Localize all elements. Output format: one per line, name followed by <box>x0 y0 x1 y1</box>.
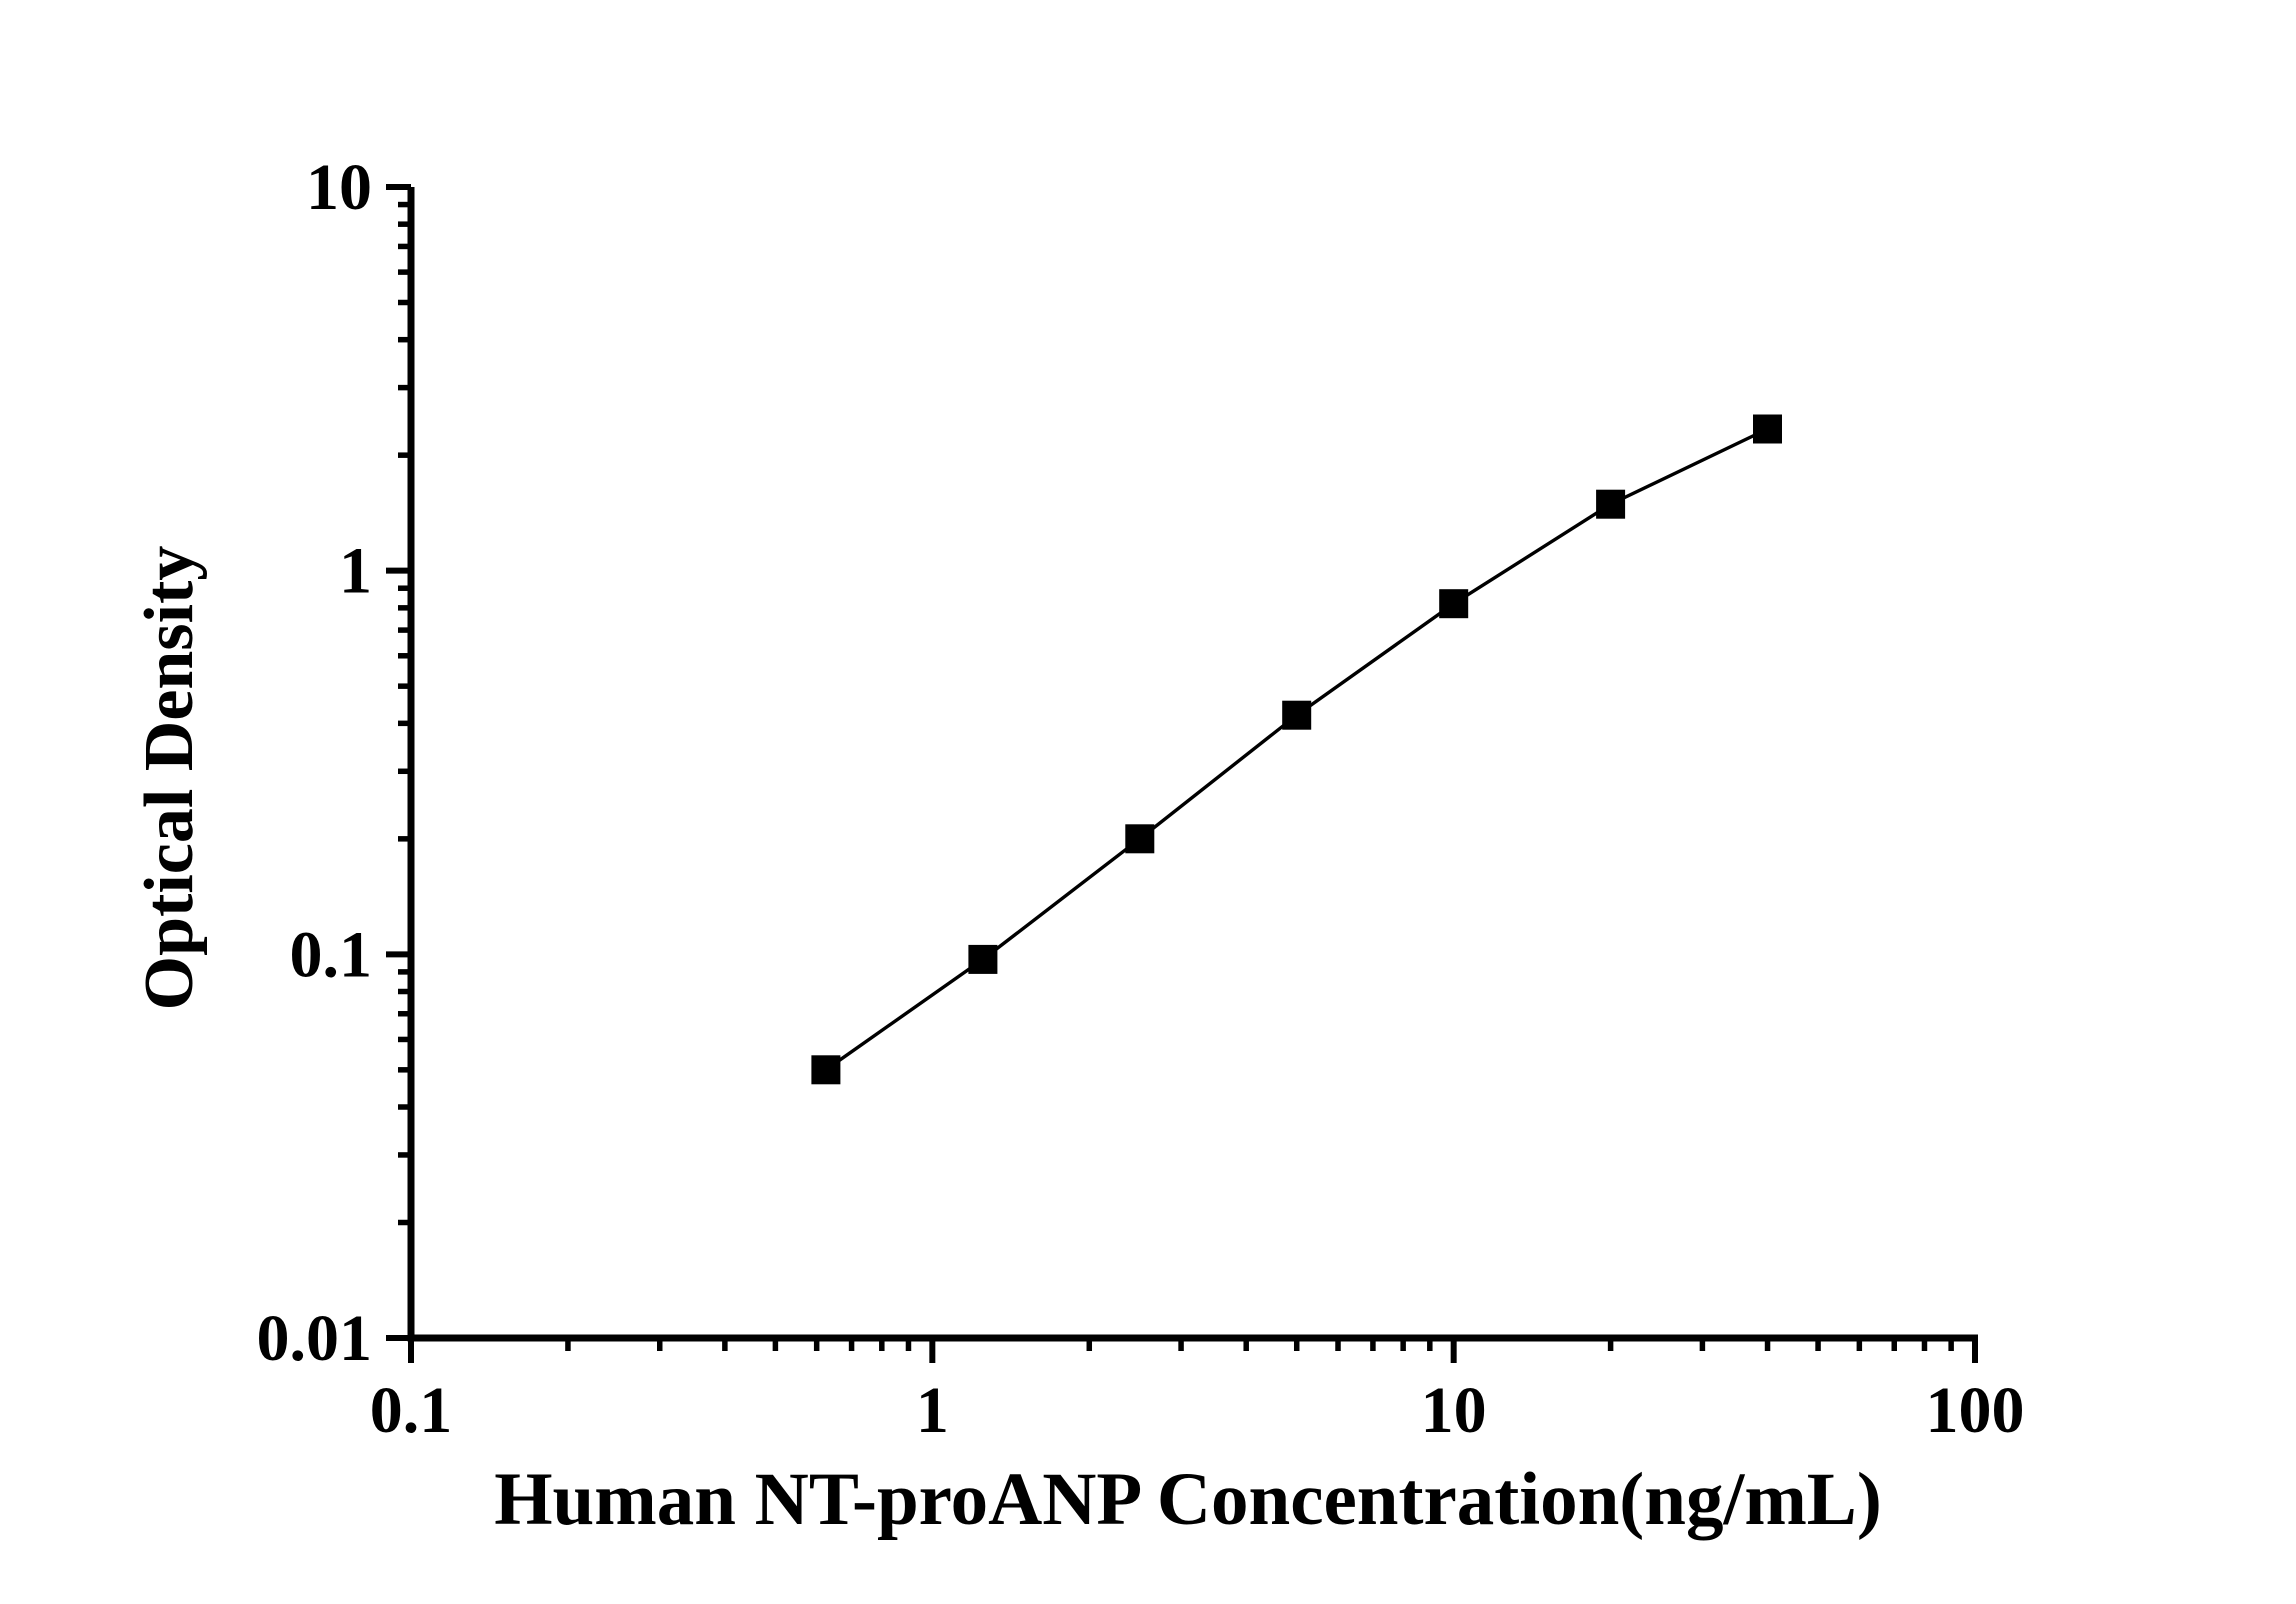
x-axis-tick-label: 1 <box>916 1374 949 1447</box>
y-axis-tick-label: 1 <box>339 535 372 608</box>
y-axis-tick-label: 0.1 <box>290 918 373 991</box>
data-point-marker <box>1125 824 1155 854</box>
series-line <box>824 427 1769 1072</box>
data-point-marker <box>1753 414 1782 444</box>
data-point-marker <box>1439 589 1469 619</box>
x-axis-tick-label: 10 <box>1421 1374 1487 1447</box>
x-axis-title: Human NT-proANP Concentration(ng/mL) <box>494 1458 1882 1541</box>
y-axis-tick-label: 10 <box>306 151 372 224</box>
data-point-marker <box>1282 700 1312 730</box>
data-point-marker <box>968 944 998 974</box>
data-point-marker <box>811 1055 841 1085</box>
data-series <box>811 414 1782 1085</box>
y-axis-title: Optical Density <box>131 546 208 1011</box>
x-axis-tick-label: 100 <box>1926 1374 2025 1447</box>
y-axis-tick-label: 0.01 <box>257 1302 373 1375</box>
x-axis-tick-label: 0.1 <box>370 1374 453 1447</box>
data-point-marker <box>1596 489 1626 519</box>
